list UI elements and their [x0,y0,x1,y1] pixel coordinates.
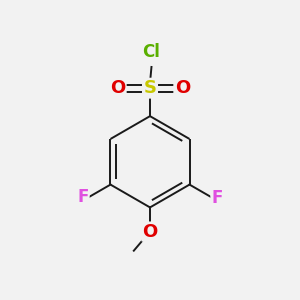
Text: O: O [110,79,125,97]
Text: O: O [142,223,158,241]
Text: S: S [143,79,157,97]
Text: F: F [211,189,223,207]
Text: F: F [77,188,89,206]
Text: O: O [175,79,190,97]
Text: Cl: Cl [142,43,160,61]
